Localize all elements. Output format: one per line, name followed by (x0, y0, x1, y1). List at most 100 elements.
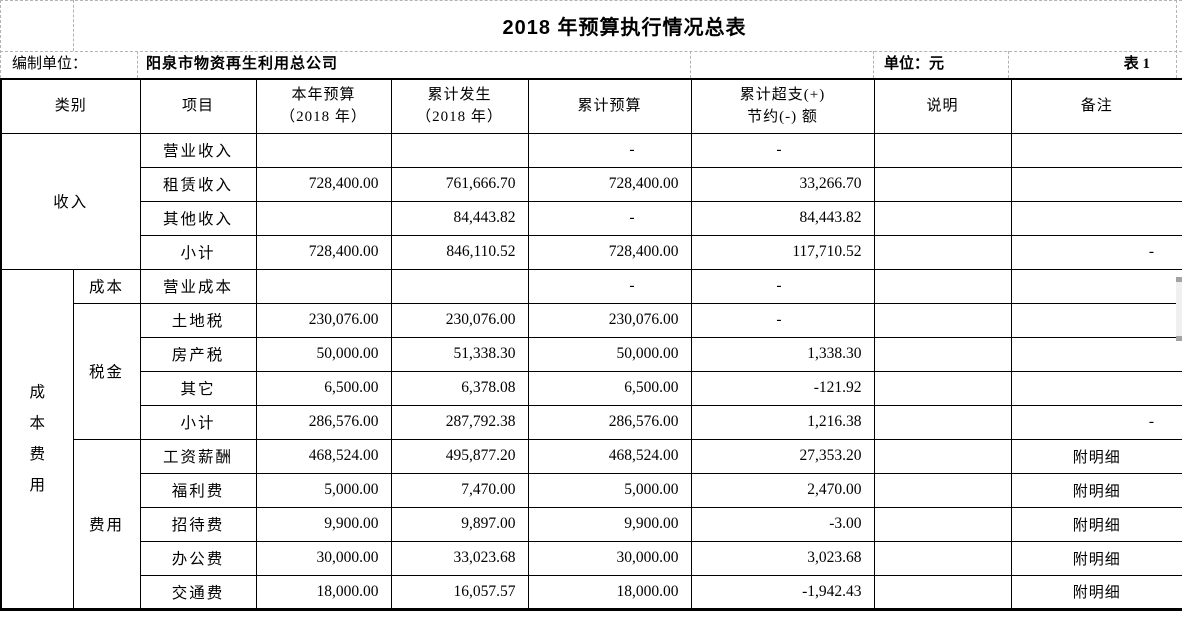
dash-placeholder-cell: - (690, 268, 875, 304)
table-row: 办公费 30,000.00 33,023.68 30,000.00 3,023.68 附明… (1, 540, 1182, 576)
item-name-cell: 小计 (139, 234, 257, 270)
column-header: 备注 (1010, 78, 1182, 134)
amount-cell: -1,942.43 (690, 574, 875, 610)
table-row: 其它 6,500.00 6,378.08 6,500.00 -121.92 (1, 370, 1182, 406)
amount-cell: 286,576.00 (255, 404, 392, 440)
amount-cell: 7,470.00 (390, 472, 529, 508)
amount-cell: 495,877.20 (390, 438, 529, 474)
empty-cell (255, 268, 392, 304)
budget-table-body: 收入 营业收入 - - 租赁收入 728,400.00 761,666.70 728,400.… (0, 132, 1182, 610)
item-name-cell: 工资薪酬 (139, 438, 257, 474)
item-name-cell: 租赁收入 (139, 166, 257, 202)
unit-row-divider-1 (137, 51, 138, 78)
table-row: 税金 土地税 230,076.00 230,076.00 230,076.00- (1, 302, 1182, 440)
empty-cell (255, 200, 392, 236)
column-header: 累计超支(+) 节约(-) 额 (690, 78, 875, 134)
empty-cell (1010, 166, 1182, 202)
currency-unit-label: 单位：元 (884, 56, 945, 72)
amount-cell: 3,023.68 (690, 540, 875, 576)
dash-placeholder-cell: - (690, 302, 875, 338)
column-header: 项目 (139, 78, 257, 134)
page-break-line-left (0, 0, 1, 78)
empty-cell (873, 438, 1012, 474)
amount-cell: 30,000.00 (527, 540, 692, 576)
subcategory-cell: 成本 (72, 268, 141, 304)
vertical-scrollbar-thumb[interactable] (1176, 277, 1182, 341)
table-row: 费用 工资薪酬 468,524.00 495,877.20 468,524.00 27,3… (1, 438, 1182, 610)
amount-cell: 33,266.70 (690, 166, 875, 202)
unit-row-divider-2 (690, 51, 691, 78)
amount-cell: 9,900.00 (255, 506, 392, 542)
table-row: 其他收入 84,443.82-84,443.82 (1, 200, 1182, 236)
page-title: 2018 年预算执行情况总表 (502, 17, 747, 39)
remark-cell: 附明细 (1010, 506, 1182, 542)
amount-cell: 16,057.57 (390, 574, 529, 610)
empty-cell (873, 540, 1012, 576)
table-row: 租赁收入 728,400.00 761,666.70 728,400.00 33,266… (1, 166, 1182, 202)
amount-cell: 1,216.38 (690, 404, 875, 440)
amount-cell: 84,443.82 (390, 200, 529, 236)
amount-cell: 50,000.00 (527, 336, 692, 372)
amount-cell: 230,076.00 (255, 302, 392, 338)
amount-cell: 18,000.00 (527, 574, 692, 610)
amount-cell: 230,076.00 (527, 302, 692, 338)
item-name-cell: 营业成本 (139, 268, 257, 304)
empty-cell (1010, 268, 1182, 304)
column-header: 说明 (873, 78, 1012, 134)
item-name-cell: 房产税 (139, 336, 257, 372)
empty-cell (390, 268, 529, 304)
sheet-number-label: 表 1 (1123, 56, 1150, 72)
empty-cell (873, 336, 1012, 372)
subcategory-cell: 税金 (72, 302, 141, 440)
table-row: 招待费 9,900.00 9,897.00 9,900.00 -3.00 附明细 (1, 506, 1182, 542)
empty-cell (873, 268, 1012, 304)
amount-cell: 230,076.00 (390, 302, 529, 338)
amount-cell: 2,470.00 (690, 472, 875, 508)
amount-cell: 728,400.00 (527, 234, 692, 270)
empty-cell (873, 574, 1012, 610)
amount-cell: 18,000.00 (255, 574, 392, 610)
dash-placeholder-cell: - (690, 132, 875, 168)
subcategory-cell: 费用 (72, 438, 141, 610)
page-break-line-top (0, 0, 1182, 1)
empty-cell (873, 506, 1012, 542)
amount-cell: 728,400.00 (255, 234, 392, 270)
amount-cell: 286,576.00 (527, 404, 692, 440)
category-group-cell: 收入 (0, 132, 141, 270)
empty-cell (873, 234, 1012, 270)
table-row: 小计 286,576.00 287,792.38 286,576.00 1,216.38… (1, 404, 1182, 440)
table-row: 房产税 50,000.00 51,338.30 50,000.00 1,338.30 (1, 336, 1182, 372)
budget-table: 类别 项目 本年预算 （2018 年） 累计发生 （2018 年） 累计预算 累计超支(+… (0, 78, 1182, 611)
amount-cell: 761,666.70 (390, 166, 529, 202)
amount-cell: 5,000.00 (527, 472, 692, 508)
amount-cell: 468,524.00 (255, 438, 392, 474)
empty-cell (255, 132, 392, 168)
empty-cell (1010, 336, 1182, 372)
item-name-cell: 小计 (139, 404, 257, 440)
remark-cell: 附明细 (1010, 540, 1182, 576)
item-name-cell: 其它 (139, 370, 257, 406)
empty-cell (1010, 302, 1182, 338)
column-header: 本年预算 （2018 年） (255, 78, 392, 134)
empty-cell (873, 472, 1012, 508)
amount-cell: -121.92 (690, 370, 875, 406)
category-group-cell: 成本费用 (0, 268, 74, 610)
column-header: 累计发生 （2018 年） (390, 78, 529, 134)
dash-placeholder-cell: - (1010, 404, 1182, 440)
amount-cell: 84,443.82 (690, 200, 875, 236)
empty-cell (873, 302, 1012, 338)
item-name-cell: 招待费 (139, 506, 257, 542)
amount-cell: 33,023.68 (390, 540, 529, 576)
amount-cell: 51,338.30 (390, 336, 529, 372)
item-name-cell: 交通费 (139, 574, 257, 610)
empty-cell (390, 132, 529, 168)
prepared-by-label: 编制单位： (12, 56, 88, 72)
item-name-cell: 其他收入 (139, 200, 257, 236)
unit-row-divider-3 (873, 51, 874, 78)
table-row: 交通费 18,000.00 16,057.57 18,000.00 -1,942.43 附… (1, 574, 1182, 610)
amount-cell: 9,897.00 (390, 506, 529, 542)
page-break-line-right (1176, 0, 1177, 78)
amount-cell: 9,900.00 (527, 506, 692, 542)
empty-cell (873, 370, 1012, 406)
column-header: 累计预算 (527, 78, 692, 134)
